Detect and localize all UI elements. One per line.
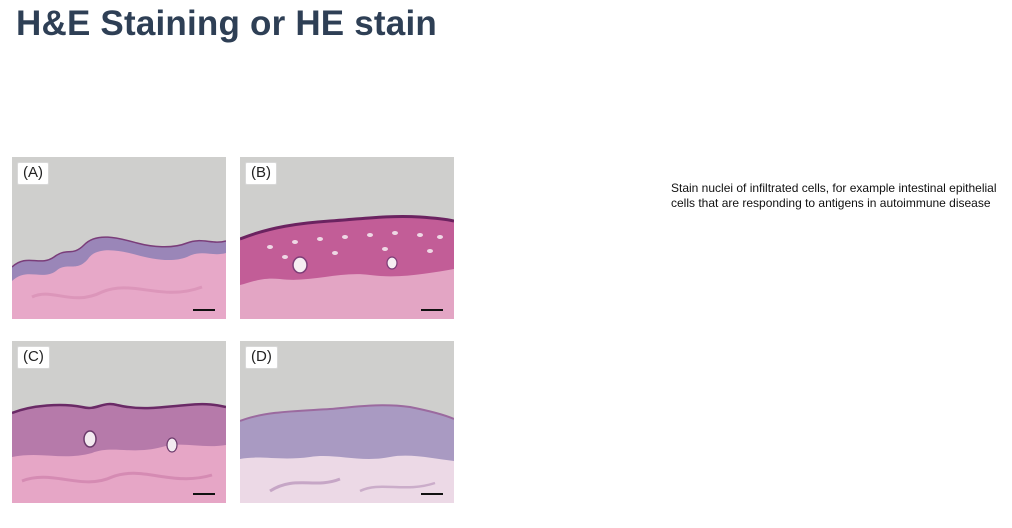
histology-panel-c: (C) bbox=[12, 341, 226, 503]
scale-bar bbox=[421, 309, 443, 311]
tissue-image-c bbox=[12, 341, 226, 503]
tissue-image-b bbox=[240, 157, 454, 319]
scale-bar bbox=[421, 493, 443, 495]
slide-title: H&E Staining or HE stain bbox=[16, 4, 437, 43]
panel-label: (C) bbox=[17, 346, 50, 369]
slide-caption: Stain nuclei of infiltrated cells, for e… bbox=[671, 181, 997, 210]
panel-label: (A) bbox=[17, 162, 49, 185]
panel-label: (D) bbox=[245, 346, 278, 369]
scale-bar bbox=[193, 493, 215, 495]
tissue-image-d bbox=[240, 341, 454, 503]
panel-label: (B) bbox=[245, 162, 277, 185]
histology-panel-d: (D) bbox=[240, 341, 454, 503]
scale-bar bbox=[193, 309, 215, 311]
histology-panel-a: (A) bbox=[12, 157, 226, 319]
histology-panel-b: (B) bbox=[240, 157, 454, 319]
tissue-image-a bbox=[12, 157, 226, 319]
